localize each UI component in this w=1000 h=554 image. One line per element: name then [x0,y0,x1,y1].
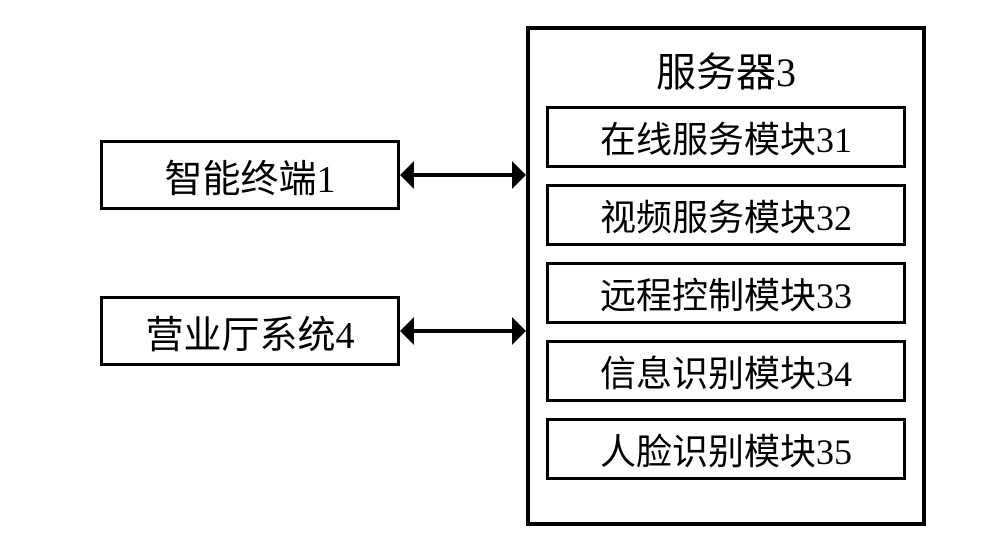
diagram-canvas: 智能终端1 营业厅系统4 服务器3 在线服务模块31 视频服务模块32 远程控制… [0,0,1000,554]
node-label: 营业厅系统4 [145,304,354,359]
module-info-recognition: 信息识别模块34 [546,340,906,402]
node-smart-terminal: 智能终端1 [100,140,400,210]
arrowhead-left [400,161,414,189]
module-label: 信息识别模块34 [600,345,852,397]
module-face-recognition: 人脸识别模块35 [546,418,906,480]
server-title: 服务器3 [530,40,922,98]
connector-line [414,329,512,333]
module-video-service: 视频服务模块32 [546,184,906,246]
module-label: 人脸识别模块35 [600,423,852,475]
node-label: 智能终端1 [164,148,335,203]
module-label: 远程控制模块33 [600,267,852,319]
module-online-service: 在线服务模块31 [546,106,906,168]
module-label: 视频服务模块32 [600,189,852,241]
arrowhead-right [512,161,526,189]
node-server-container: 服务器3 在线服务模块31 视频服务模块32 远程控制模块33 信息识别模块34… [526,26,926,526]
arrowhead-right [512,317,526,345]
connector-line [414,173,512,177]
node-business-hall-system: 营业厅系统4 [100,296,400,366]
module-remote-control: 远程控制模块33 [546,262,906,324]
arrowhead-left [400,317,414,345]
module-label: 在线服务模块31 [600,111,852,163]
